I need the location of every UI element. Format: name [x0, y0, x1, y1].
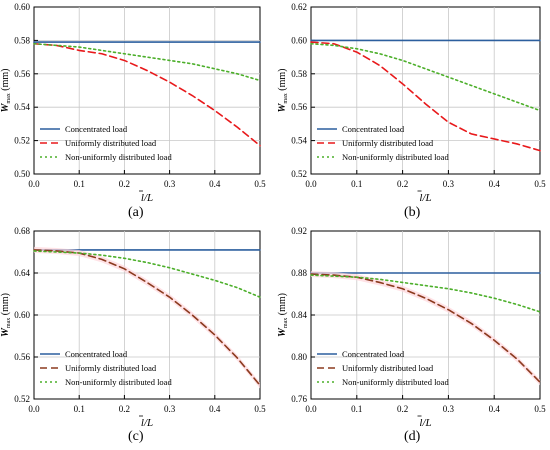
y-tick-label: 0.80: [291, 352, 307, 362]
x-tick-label: 0.1: [351, 179, 362, 189]
y-tick-label: 0.58: [291, 69, 307, 79]
y-axis-title: Wmax (mm): [277, 69, 289, 113]
y-tick-label: 0.88: [291, 268, 307, 278]
panel-label-d: (d): [404, 429, 421, 444]
series-line-uniform: [33, 42, 261, 147]
x-tick-label: 0.2: [397, 404, 408, 414]
panel-label-b: (b): [404, 205, 421, 220]
chart-panel-2: 0.0 0.1 0.2 0.3 0.4 0.5 0.52 0.56 0.60 0.64 0.68 Wm…: [0, 226, 266, 429]
x-tick-label: 0.3: [164, 404, 176, 414]
legend-label-uniform: Uniformly distributed load: [342, 138, 434, 148]
x-tick-label: 0.2: [119, 179, 130, 189]
x-tick-label: 0.1: [351, 404, 362, 414]
x-tick-label: 0.4: [209, 179, 221, 189]
legend-label-nonuniform: Non-uniformly distributed load: [342, 377, 449, 387]
legend-label-concentrated: Concentrated load: [342, 124, 405, 134]
y-tick-label: 0.60: [14, 310, 30, 320]
y-tick-label: 0.84: [291, 310, 307, 320]
legend-label-uniform: Uniformly distributed load: [65, 363, 157, 373]
y-tick-label: 0.56: [14, 352, 30, 362]
x-tick-label: 0.1: [74, 179, 85, 189]
x-axis-title: l/L: [141, 192, 153, 204]
x-axis-title: l/L: [419, 192, 431, 204]
y-tick-label: 0.52: [14, 394, 30, 404]
y-tick-label: 0.76: [291, 394, 307, 404]
y-tick-label: 0.60: [14, 2, 30, 12]
x-tick-label: 0.3: [443, 179, 455, 189]
legend-label-nonuniform: Non-uniformly distributed load: [65, 152, 172, 162]
y-tick-label: 0.92: [291, 226, 307, 236]
y-tick-label: 0.52: [291, 169, 307, 179]
x-tick-label: 0.4: [489, 179, 501, 189]
y-tick-label: 0.60: [291, 35, 307, 45]
x-axis-title: l/L: [141, 417, 153, 429]
series-line-uniform: [310, 273, 541, 384]
x-tick-label: 0.0: [28, 404, 40, 414]
series-line-nonuniform: [310, 274, 541, 313]
y-tick-label: 0.56: [14, 69, 30, 79]
legend-label-concentrated: Concentrated load: [65, 124, 128, 134]
x-tick-label: 0.2: [119, 404, 130, 414]
plot-frame: [310, 6, 541, 175]
legend-label-uniform: Uniformly distributed load: [342, 363, 434, 373]
x-tick-label: 0.1: [74, 404, 85, 414]
x-tick-label: 0.0: [305, 179, 317, 189]
legend-label-concentrated: Concentrated load: [65, 349, 128, 359]
chart-panel-3: 0.0 0.1 0.2 0.3 0.4 0.5 0.76 0.80 0.84 0.88 0.92 Wm…: [277, 226, 546, 429]
y-tick-label: 0.68: [14, 226, 30, 236]
y-tick-label: 0.58: [14, 35, 30, 45]
x-tick-label: 0.3: [443, 404, 455, 414]
y-axis-title: Wmax (mm): [0, 69, 12, 113]
y-tick-label: 0.56: [291, 102, 307, 112]
x-tick-label: 0.3: [164, 179, 176, 189]
x-tick-label: 0.0: [305, 404, 317, 414]
x-tick-label: 0.5: [254, 404, 266, 414]
y-tick-label: 0.54: [291, 136, 307, 146]
y-tick-label: 0.64: [14, 268, 30, 278]
y-tick-label: 0.62: [291, 2, 307, 12]
plot-frame: [33, 6, 261, 175]
x-tick-label: 0.5: [254, 179, 266, 189]
y-axis-title: Wmax (mm): [0, 293, 12, 337]
panel-label-c: (c): [128, 429, 144, 444]
x-axis-title: l/L: [419, 417, 431, 429]
series-line-nonuniform: [33, 42, 261, 82]
x-tick-label: 0.5: [534, 404, 546, 414]
y-tick-label: 0.52: [14, 136, 30, 146]
x-tick-label: 0.0: [28, 179, 40, 189]
y-tick-label: 0.50: [14, 169, 30, 179]
x-tick-label: 0.2: [397, 179, 408, 189]
x-tick-label: 0.4: [489, 404, 501, 414]
legend-label-nonuniform: Non-uniformly distributed load: [65, 377, 172, 387]
chart-panel-1: 0.0 0.1 0.2 0.3 0.4 0.5 0.52 0.54 0.56 0.58 0.60 0.…: [277, 2, 546, 204]
legend-label-nonuniform: Non-uniformly distributed load: [342, 152, 449, 162]
x-tick-label: 0.5: [534, 179, 546, 189]
x-tick-label: 0.4: [209, 404, 221, 414]
series-line-nonuniform: [33, 250, 261, 298]
legend-label-uniform: Uniformly distributed load: [65, 138, 157, 148]
legend-label-concentrated: Concentrated load: [342, 349, 405, 359]
series-line-nonuniform: [310, 42, 541, 112]
chart-panel-0: 0.0 0.1 0.2 0.3 0.4 0.5 0.50 0.52 0.54 0.56 0.58 0.…: [0, 2, 266, 204]
y-tick-label: 0.54: [14, 102, 30, 112]
y-axis-title: Wmax (mm): [277, 293, 289, 337]
series-line-uniform: [310, 41, 541, 152]
panel-label-a: (a): [128, 205, 144, 220]
